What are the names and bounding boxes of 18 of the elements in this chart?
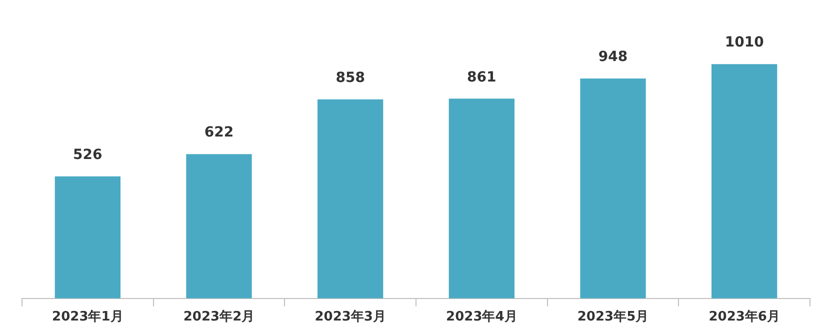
data-label: 858 bbox=[336, 70, 365, 86]
x-tick-label: 2023年1月 bbox=[52, 310, 124, 325]
bar bbox=[448, 98, 514, 298]
x-tick-label: 2023年2月 bbox=[183, 310, 255, 325]
data-label: 948 bbox=[598, 49, 628, 66]
data-label: 622 bbox=[204, 124, 234, 141]
bar bbox=[318, 99, 384, 298]
data-label: 861 bbox=[467, 69, 496, 86]
x-tick-label: 2023年3月 bbox=[314, 310, 386, 325]
x-tick-label: 2023年5月 bbox=[577, 310, 649, 325]
bar bbox=[186, 154, 252, 298]
data-label: 526 bbox=[73, 147, 102, 164]
x-tick-label: 2023年4月 bbox=[446, 310, 518, 325]
x-tick-label: 2023年6月 bbox=[708, 310, 780, 325]
bar bbox=[54, 176, 120, 298]
bar bbox=[580, 78, 646, 298]
bar bbox=[712, 64, 778, 298]
data-label: 1010 bbox=[724, 34, 764, 51]
